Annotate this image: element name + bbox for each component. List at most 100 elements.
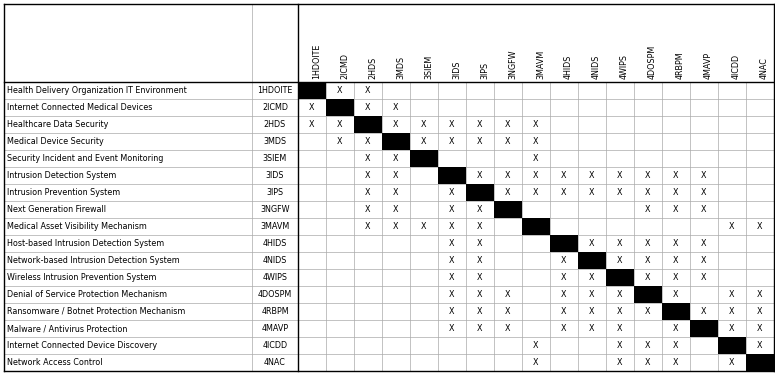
Text: X: X (617, 307, 623, 316)
Text: X: X (533, 188, 539, 197)
Text: X: X (673, 290, 679, 299)
Text: Internet Connected Medical Devices: Internet Connected Medical Devices (7, 103, 153, 112)
Text: X: X (673, 188, 679, 197)
Text: X: X (393, 154, 399, 163)
Text: X: X (533, 171, 539, 180)
Text: X: X (673, 256, 679, 265)
Text: X: X (449, 256, 455, 265)
Text: X: X (701, 256, 707, 265)
Text: X: X (477, 137, 483, 146)
Text: X: X (646, 205, 651, 214)
Text: X: X (561, 324, 567, 333)
Text: Host-based Intrusion Detection System: Host-based Intrusion Detection System (7, 239, 164, 248)
Text: 4MAVP: 4MAVP (261, 324, 288, 333)
Text: X: X (617, 324, 623, 333)
Text: 2ICMD: 2ICMD (262, 103, 288, 112)
Text: X: X (673, 239, 679, 248)
Text: X: X (589, 171, 594, 180)
Text: 4DOSPM: 4DOSPM (258, 290, 292, 299)
Text: X: X (729, 307, 735, 316)
Text: X: X (561, 188, 567, 197)
Text: X: X (701, 171, 707, 180)
Text: Next Generation Firewall: Next Generation Firewall (7, 205, 106, 214)
Text: X: X (757, 290, 763, 299)
Text: X: X (449, 290, 455, 299)
Text: X: X (365, 171, 370, 180)
Text: X: X (477, 120, 483, 129)
Text: X: X (477, 256, 483, 265)
Text: X: X (393, 103, 399, 112)
Text: X: X (646, 358, 651, 367)
Text: X: X (477, 307, 483, 316)
Text: X: X (757, 222, 763, 231)
Text: X: X (646, 273, 651, 282)
Bar (746, 354, 774, 371)
Text: 2HDS: 2HDS (264, 120, 286, 129)
Text: X: X (393, 120, 399, 129)
Text: 4RBPM: 4RBPM (261, 307, 289, 316)
Text: X: X (422, 222, 427, 231)
Text: X: X (505, 137, 511, 146)
Text: Denial of Service Protection Mechanism: Denial of Service Protection Mechanism (7, 290, 167, 299)
Text: X: X (561, 171, 567, 180)
Bar (466, 184, 494, 201)
Text: 3NGFW: 3NGFW (260, 205, 290, 214)
Text: X: X (617, 188, 623, 197)
Text: X: X (505, 120, 511, 129)
Text: X: X (449, 120, 455, 129)
Text: X: X (365, 222, 370, 231)
Text: X: X (757, 324, 763, 333)
Text: 1HDOITE: 1HDOITE (257, 86, 293, 95)
Text: Medical Device Security: Medical Device Security (7, 137, 104, 146)
Text: X: X (589, 290, 594, 299)
Text: X: X (309, 103, 315, 112)
Text: X: X (701, 239, 707, 248)
Text: X: X (337, 86, 343, 95)
Text: X: X (337, 137, 343, 146)
Text: X: X (477, 222, 483, 231)
Text: 3IDS: 3IDS (266, 171, 284, 180)
Text: X: X (422, 120, 427, 129)
Text: X: X (701, 205, 707, 214)
Text: X: X (757, 307, 763, 316)
Text: X: X (449, 137, 455, 146)
Text: X: X (729, 222, 735, 231)
Text: 4ICDD: 4ICDD (732, 54, 741, 79)
Text: 4NIDS: 4NIDS (263, 256, 288, 265)
Text: X: X (561, 290, 567, 299)
Text: 4HIDS: 4HIDS (564, 55, 573, 79)
Bar (550, 235, 578, 252)
Text: X: X (449, 324, 455, 333)
Text: Intrusion Detection System: Intrusion Detection System (7, 171, 116, 180)
Text: X: X (701, 273, 707, 282)
Text: X: X (673, 171, 679, 180)
Text: 3SIEM: 3SIEM (263, 154, 287, 163)
Text: X: X (646, 171, 651, 180)
Text: X: X (477, 171, 483, 180)
Bar (522, 218, 550, 235)
Bar (298, 82, 326, 99)
Bar (578, 252, 606, 269)
Bar (634, 286, 662, 303)
Text: 3MDS: 3MDS (264, 137, 287, 146)
Text: X: X (505, 324, 511, 333)
Text: X: X (646, 239, 651, 248)
Bar (662, 303, 690, 320)
Text: X: X (449, 239, 455, 248)
Text: X: X (505, 290, 511, 299)
Text: 4NAC: 4NAC (264, 358, 286, 367)
Text: X: X (646, 256, 651, 265)
Text: Malware / Antivirus Protection: Malware / Antivirus Protection (7, 324, 127, 333)
Bar (382, 133, 410, 150)
Text: 4HIDS: 4HIDS (263, 239, 288, 248)
Text: X: X (646, 188, 651, 197)
Text: X: X (589, 188, 594, 197)
Bar (494, 201, 522, 218)
Bar (410, 150, 438, 167)
Text: X: X (617, 290, 623, 299)
Text: Medical Asset Visibility Mechanism: Medical Asset Visibility Mechanism (7, 222, 147, 231)
Text: 2HDS: 2HDS (368, 57, 377, 79)
Text: 3MDS: 3MDS (396, 56, 405, 79)
Text: X: X (337, 120, 343, 129)
Text: X: X (449, 188, 455, 197)
